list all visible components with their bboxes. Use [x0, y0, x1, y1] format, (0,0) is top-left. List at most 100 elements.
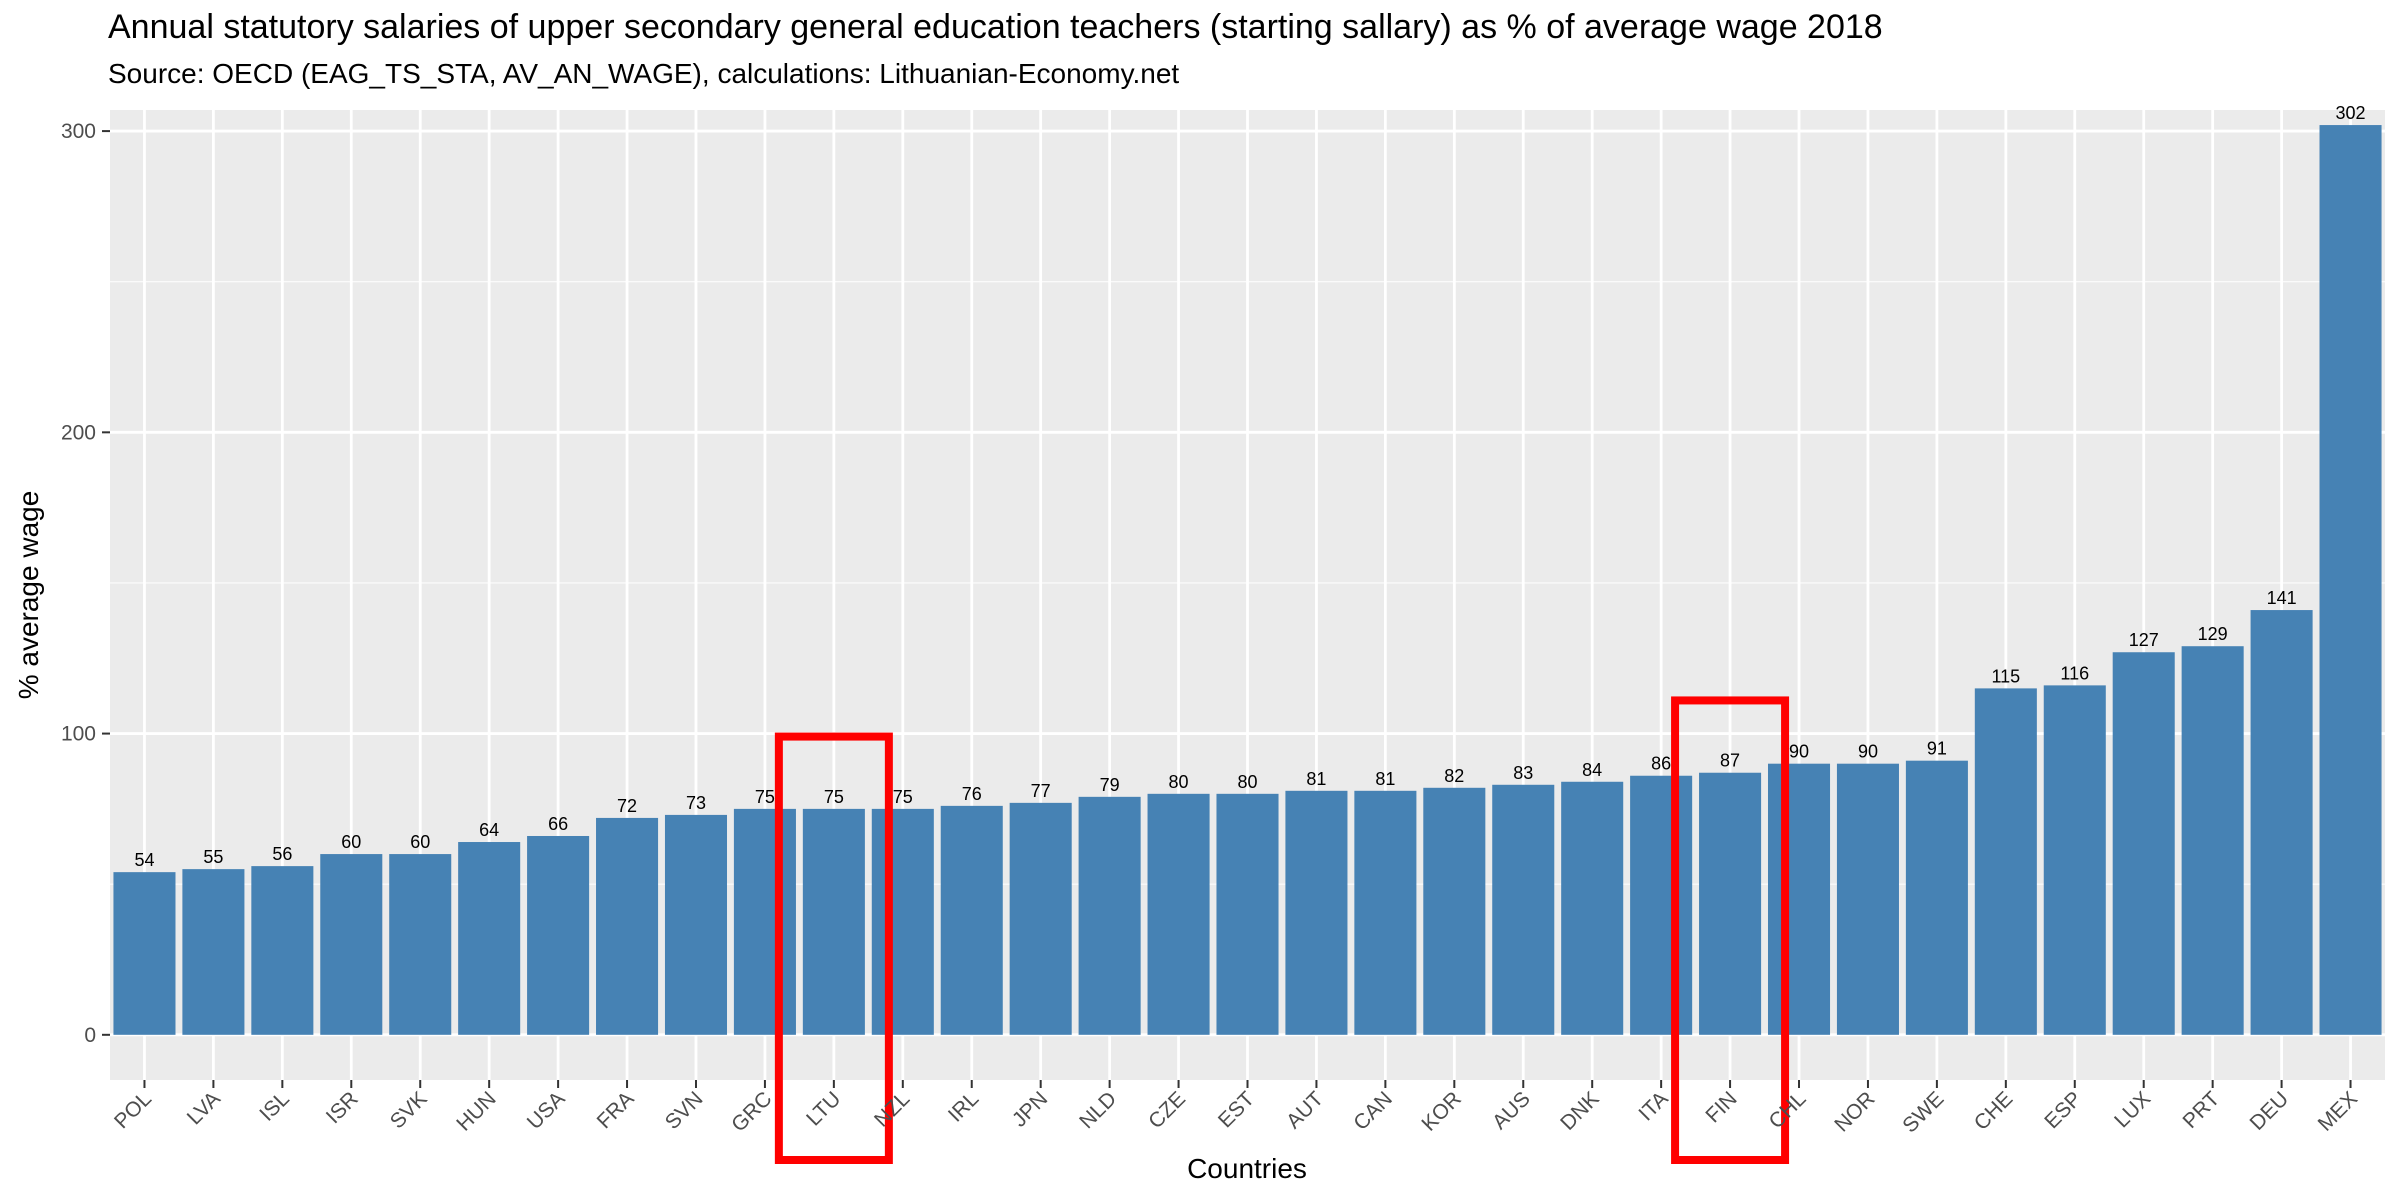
bar-hun [458, 842, 521, 1035]
x-tick-label: MEX [2314, 1087, 2362, 1135]
bar-est [1216, 793, 1279, 1035]
bar-swe [1905, 760, 1968, 1035]
x-tick-label: SVN [661, 1087, 708, 1134]
bar-value-label: 81 [1306, 769, 1326, 789]
bar-value-labels: 54 55 56 60 60 64 66 72 73 75 75 75 76 77 79 80 80 81 81 82… [134, 103, 2365, 870]
x-tick-label: ISL [255, 1087, 294, 1126]
bar-pol [113, 872, 176, 1035]
bar-value-label: 80 [1237, 772, 1257, 792]
bar-value-label: 75 [824, 787, 844, 807]
bar-value-label: 87 [1720, 751, 1740, 771]
x-tick-label: CHL [1765, 1087, 1811, 1133]
x-tick-label: EST [1214, 1087, 1259, 1132]
bar-value-label: 60 [341, 832, 361, 852]
bar-esp [2043, 685, 2106, 1035]
x-tick-label: JPN [1008, 1087, 1052, 1131]
bar-prt [2181, 646, 2244, 1035]
bars [113, 125, 2382, 1035]
x-tick-label: LVA [183, 1087, 225, 1129]
bar-value-label: 116 [2060, 663, 2089, 683]
y-axis: 0 100 200 300 [61, 120, 110, 1047]
bar-mex [2319, 125, 2382, 1035]
y-tick-label: 200 [61, 421, 96, 444]
bar-value-label: 54 [134, 850, 154, 870]
bar-value-label: 81 [1375, 769, 1395, 789]
bar-can [1354, 790, 1417, 1035]
bar-nzl [871, 808, 934, 1035]
x-tick-label: NZL [870, 1087, 914, 1131]
x-tick-label: USA [523, 1087, 570, 1134]
bar-fin [1699, 772, 1762, 1035]
bar-irl [940, 805, 1003, 1035]
x-tick-label: LUX [2110, 1087, 2155, 1132]
highlight-boxes [774, 696, 1790, 1164]
bar-value-label: 75 [755, 787, 775, 807]
x-axis-title: Countries [1187, 1153, 1307, 1184]
y-tick-label: 300 [61, 120, 96, 143]
bar-value-label: 91 [1927, 739, 1947, 759]
bar-value-label: 77 [1031, 781, 1051, 801]
bar-value-label: 60 [410, 832, 430, 852]
x-tick-label: FIN [1701, 1087, 1741, 1127]
bar-svn [664, 814, 728, 1035]
x-tick-label: HUN [452, 1087, 500, 1135]
bar-value-label: 90 [1789, 742, 1809, 762]
bar-value-label: 55 [203, 847, 223, 867]
x-tick-label: GRC [727, 1087, 776, 1136]
x-tick-label: IRL [944, 1087, 983, 1126]
bar-chl [1767, 763, 1831, 1035]
bar-deu [2250, 610, 2313, 1035]
bar-usa [527, 835, 590, 1035]
x-tick-label: NLD [1075, 1087, 1121, 1133]
bar-value-label: 129 [2198, 624, 2228, 644]
bar-cze [1147, 793, 1210, 1035]
bar-ltu [802, 808, 865, 1035]
bar-value-label: 75 [893, 787, 913, 807]
bar-value-label: 115 [1991, 666, 2020, 686]
bar-value-label: 127 [2129, 630, 2159, 650]
bar-value-label: 82 [1444, 766, 1464, 786]
x-tick-label: ITA [1634, 1087, 1672, 1125]
bar-lva [182, 869, 245, 1035]
x-tick-label: CHE [1970, 1087, 2018, 1135]
bar-value-label: 72 [617, 796, 637, 816]
chart-subtitle: Source: OECD (EAG_TS_STA, AV_AN_WAGE), c… [108, 58, 1180, 89]
bar-aut [1285, 790, 1348, 1035]
bar-value-label: 66 [548, 814, 568, 834]
x-tick-label: AUS [1488, 1087, 1535, 1134]
bar-value-label: 80 [1169, 772, 1189, 792]
highlight-box-fin [1671, 696, 1790, 1164]
bar-value-label: 79 [1100, 775, 1120, 795]
bar-value-label: 141 [2267, 588, 2297, 608]
bar-fra [596, 817, 659, 1035]
bar-value-label: 86 [1651, 754, 1671, 774]
x-tick-label: ESP [2040, 1087, 2086, 1133]
x-tick-label: FRA [593, 1087, 639, 1133]
bar-value-label: 302 [2336, 103, 2366, 123]
y-axis-title: % average wage [13, 491, 44, 700]
bar-value-label: 90 [1858, 742, 1878, 762]
x-tick-label: SWE [1898, 1087, 1948, 1137]
bar-grc [733, 808, 796, 1035]
x-tick-label: CAN [1349, 1087, 1397, 1135]
x-tick-label: DEU [2246, 1087, 2294, 1135]
bar-value-label: 73 [686, 793, 706, 813]
bar-value-label: 76 [962, 784, 982, 804]
highlight-box-ltu [774, 732, 893, 1164]
bar-che [1974, 688, 2037, 1035]
bar-aus [1492, 784, 1555, 1035]
x-tick-label: DNK [1556, 1087, 1604, 1135]
x-tick-label: NOR [1830, 1087, 1879, 1136]
bar-ita [1630, 775, 1693, 1035]
bar-value-label: 64 [479, 820, 499, 840]
bar-kor [1423, 787, 1486, 1035]
x-tick-label: PRT [2178, 1087, 2224, 1133]
y-tick-label: 0 [84, 1024, 96, 1047]
x-tick-label: AUT [1282, 1087, 1328, 1133]
x-tick-label: CZE [1144, 1087, 1190, 1133]
y-tick-label: 100 [61, 723, 96, 746]
bar-lux [2112, 652, 2175, 1035]
x-tick-label: SVK [386, 1087, 432, 1133]
bar-isr [320, 854, 383, 1035]
